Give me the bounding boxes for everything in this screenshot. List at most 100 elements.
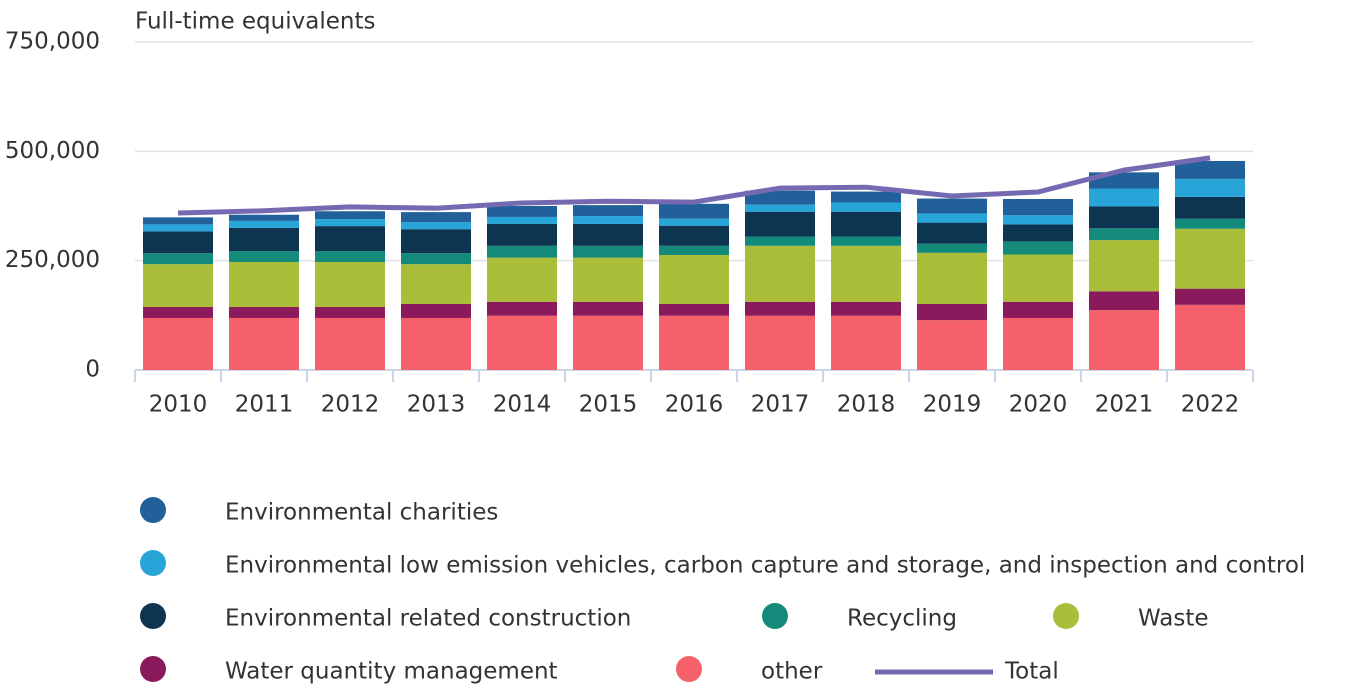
- bar-segment: [659, 254, 729, 304]
- bar-segment: [1175, 218, 1245, 229]
- bar-segment: [1003, 215, 1073, 225]
- bar-segment: [745, 315, 815, 370]
- bar-segment: [401, 222, 471, 230]
- legend-label: Water quantity management: [225, 659, 558, 685]
- bar-segment: [831, 236, 901, 246]
- bar-segment: [315, 317, 385, 370]
- bar-segment: [487, 301, 557, 316]
- bar-segment: [917, 222, 987, 244]
- bar-segment: [401, 303, 471, 318]
- bar-segment: [229, 227, 299, 252]
- bar-segment: [659, 225, 729, 246]
- bar-segment: [1003, 254, 1073, 302]
- bar-segment: [229, 220, 299, 228]
- bar-segment: [1003, 241, 1073, 255]
- bar-segment: [917, 243, 987, 253]
- legend-symbol: [140, 497, 166, 523]
- bar-segment: [831, 211, 901, 237]
- legend-symbol: [762, 603, 788, 629]
- legend-symbol: [676, 656, 702, 682]
- y-tick-label: 250,000: [5, 247, 100, 273]
- bar-segment: [1175, 196, 1245, 219]
- legend-symbol: [1053, 603, 1079, 629]
- bar-segment: [229, 261, 299, 308]
- bar-segment: [487, 216, 557, 224]
- bar-segment: [659, 203, 729, 219]
- bar-segment: [401, 264, 471, 304]
- bar-segment: [1175, 288, 1245, 305]
- bar-segment: [745, 211, 815, 237]
- bar-segment: [573, 216, 643, 224]
- x-tick-label: 2020: [1009, 392, 1068, 418]
- total-line: [177, 155, 1211, 216]
- bar-segment: [1089, 240, 1159, 292]
- bar-segment: [1175, 228, 1245, 289]
- bar-segment: [315, 211, 385, 220]
- x-tick-label: 2022: [1181, 392, 1240, 418]
- bar-segment: [745, 204, 815, 212]
- bar-segment: [1089, 228, 1159, 241]
- bar-segment: [401, 212, 471, 223]
- x-tick-label: 2014: [493, 392, 552, 418]
- bar-segment: [917, 213, 987, 223]
- bar-segment: [1003, 224, 1073, 242]
- x-tick-label: 2019: [923, 392, 982, 418]
- bar-segment: [573, 223, 643, 246]
- legend-label: Recycling: [847, 606, 957, 632]
- bar-segment: [659, 245, 729, 255]
- bar-segment: [573, 257, 643, 302]
- bar-segment: [745, 236, 815, 246]
- x-tick-label: 2012: [321, 392, 380, 418]
- bar-segment: [573, 245, 643, 258]
- bar-segment: [831, 245, 901, 302]
- y-tick-label: 0: [85, 357, 100, 383]
- bar-segment: [659, 218, 729, 226]
- bar-segment: [229, 214, 299, 221]
- bar-segment: [315, 307, 385, 318]
- bar-segment: [1175, 304, 1245, 370]
- bar-segment: [831, 315, 901, 370]
- bar-segment: [831, 191, 901, 203]
- bar-segment: [917, 320, 987, 370]
- bar-segment: [831, 301, 901, 316]
- x-tick-label: 2011: [235, 392, 294, 418]
- bar-segment: [487, 315, 557, 370]
- y-tick-label: 750,000: [5, 29, 100, 55]
- bar-segment: [229, 251, 299, 262]
- bar-segment: [1089, 206, 1159, 229]
- bar-segment: [745, 301, 815, 316]
- bar-segment: [401, 229, 471, 254]
- y-axis-label: Full-time equivalents: [135, 9, 375, 35]
- y-tick-label: 500,000: [5, 138, 100, 164]
- bar-segment: [745, 190, 815, 205]
- bar-segment: [401, 317, 471, 370]
- x-tick-label: 2015: [579, 392, 638, 418]
- bar-segment: [143, 231, 213, 254]
- bar-segment: [401, 253, 471, 265]
- x-tick-label: 2013: [407, 392, 466, 418]
- legend-label: Total: [1004, 659, 1059, 685]
- bar-segment: [487, 245, 557, 258]
- bar-segment: [1003, 199, 1073, 216]
- bar-segment: [315, 261, 385, 308]
- bar-segment: [917, 303, 987, 321]
- bar-segment: [1175, 160, 1245, 179]
- bar-segment: [229, 317, 299, 370]
- bar-segment: [573, 205, 643, 217]
- legend-symbol: [140, 603, 166, 629]
- bar-segment: [487, 223, 557, 246]
- legend-label: Waste: [1138, 606, 1209, 632]
- bar-segment: [487, 206, 557, 217]
- x-tick-label: 2018: [837, 392, 896, 418]
- bar-segment: [143, 224, 213, 232]
- legend-label: Environmental related construction: [225, 606, 631, 632]
- x-tick-label: 2016: [665, 392, 724, 418]
- bar-segment: [659, 303, 729, 316]
- bar-segment: [573, 301, 643, 316]
- legend-symbol: [140, 656, 166, 682]
- legend-symbol: [140, 550, 166, 576]
- x-tick-label: 2010: [149, 392, 208, 418]
- bar-segment: [917, 252, 987, 304]
- x-tick-label: 2017: [751, 392, 810, 418]
- bar-segment: [573, 315, 643, 370]
